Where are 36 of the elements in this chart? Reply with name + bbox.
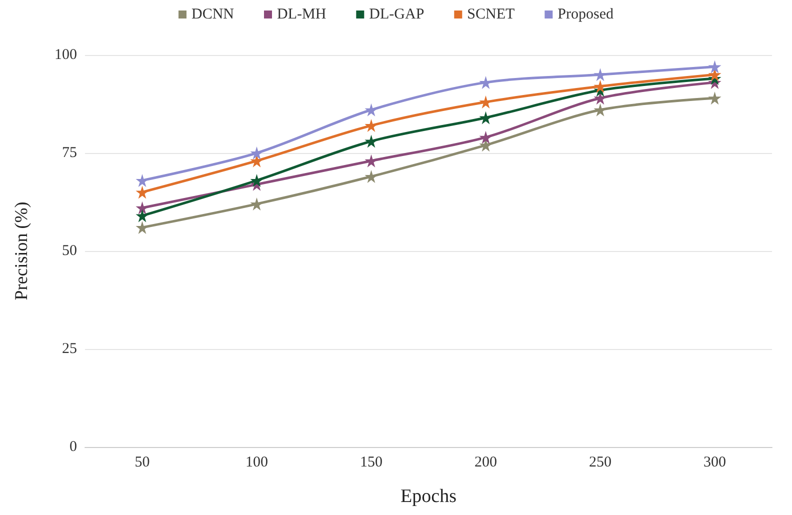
legend-label: SCNET <box>467 6 515 22</box>
point <box>594 68 607 82</box>
point <box>136 186 149 199</box>
legend-label: DL-MH <box>277 6 326 22</box>
point <box>479 138 492 152</box>
point <box>364 103 378 116</box>
point <box>136 174 149 187</box>
y-tick-label: 0 <box>70 439 77 455</box>
x-tick-label: 200 <box>474 454 497 470</box>
point <box>479 111 492 124</box>
point <box>708 92 722 105</box>
x-tick-label: 50 <box>134 454 150 470</box>
legend-label: DL-GAP <box>369 6 424 22</box>
y-axis-title: Precision (%) <box>11 202 31 300</box>
x-axis-title: Epochs <box>400 486 456 507</box>
x-tick-label: 150 <box>360 454 382 470</box>
y-tick-label: 100 <box>54 47 77 63</box>
point <box>708 68 722 82</box>
y-tick-label: 50 <box>62 243 77 259</box>
x-tick-label: 300 <box>704 454 726 470</box>
point <box>364 170 378 184</box>
point <box>250 174 264 187</box>
x-tick-label: 100 <box>246 454 268 470</box>
x-tick-label: 250 <box>589 454 612 470</box>
point <box>250 146 264 160</box>
point <box>594 92 607 105</box>
point <box>708 60 722 74</box>
legend-label: DCNN <box>192 6 234 22</box>
point <box>364 134 378 148</box>
point <box>364 119 378 132</box>
point <box>479 130 492 144</box>
y-tick-label: 25 <box>62 341 77 357</box>
y-tick-label: 75 <box>62 145 77 161</box>
legend-label: Proposed <box>558 6 614 22</box>
point <box>250 197 264 210</box>
point <box>136 209 149 222</box>
